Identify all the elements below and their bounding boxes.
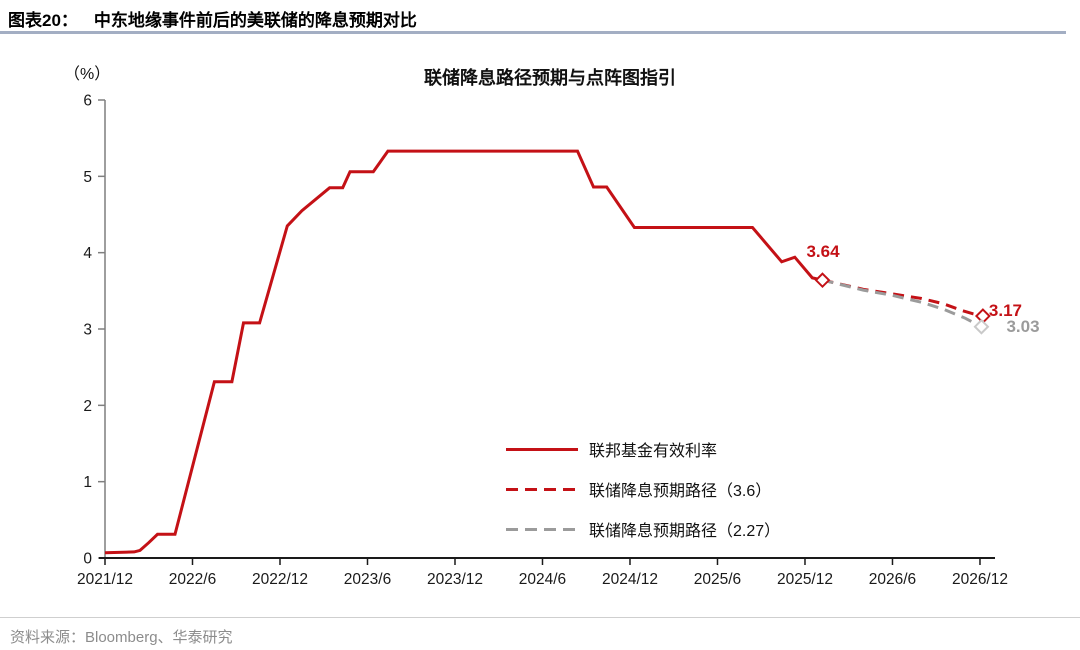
series-line-0 <box>104 149 823 555</box>
legend-label-expected-path-227: 联储降息预期路径（2.27） <box>589 523 781 540</box>
figure-number: 图表20： <box>8 11 78 30</box>
y-axis-unit-label: （%） <box>64 66 111 83</box>
y-tick-label: 3 <box>83 322 92 339</box>
legend: 联邦基金有效利率 联储降息预期路径（3.6） 联储降息预期路径（2.27） <box>506 429 780 549</box>
x-tick-label: 2023/12 <box>427 571 483 588</box>
legend-label-expected-path-36: 联储降息预期路径（3.6） <box>589 483 772 500</box>
end-marker-diamond-2 <box>973 318 990 335</box>
x-tick-label: 2023/6 <box>344 571 391 588</box>
y-tick-label: 4 <box>83 245 92 262</box>
legend-label-effr: 联邦基金有效利率 <box>589 443 718 460</box>
header-divider <box>0 31 1066 34</box>
y-tick-label: 6 <box>83 93 92 110</box>
x-tick-label: 2025/6 <box>694 571 741 588</box>
x-tick-label: 2022/12 <box>252 571 308 588</box>
x-tick-label: 2026/6 <box>869 571 916 588</box>
x-tick-label: 2025/12 <box>777 571 833 588</box>
data-label-364: 3.64 <box>806 242 840 262</box>
y-tick-label: 5 <box>83 169 92 186</box>
y-tick-label: 0 <box>83 551 92 568</box>
page-title: 中东地缘事件前后的美联储的降息预期对比 <box>93 11 417 30</box>
data-label-317: 3.17 <box>988 301 1022 321</box>
legend-item-expected-path-36: 联储降息预期路径（3.6） <box>506 469 780 509</box>
y-tick-label: 2 <box>83 398 92 415</box>
source-divider <box>0 617 1080 618</box>
chart-title: 联储降息路径预期与点阵图指引 <box>424 68 676 88</box>
source-note: 资料来源：Bloomberg、华泰研究 <box>10 629 233 646</box>
x-tick-label: 2022/6 <box>169 571 216 588</box>
end-marker-diamond-0 <box>814 272 831 289</box>
x-tick-label: 2024/12 <box>602 571 658 588</box>
legend-swatch-solid-red <box>506 447 578 451</box>
legend-item-expected-path-227: 联储降息预期路径（2.27） <box>506 509 780 549</box>
figure-header: 图表20： 中东地缘事件前后的美联储的降息预期对比 <box>8 6 417 31</box>
x-tick-label: 2024/6 <box>519 571 566 588</box>
series-line-2 <box>822 278 983 329</box>
x-tick-label: 2021/12 <box>77 571 133 588</box>
data-label-303: 3.03 <box>1006 316 1040 336</box>
legend-swatch-dashed-gray <box>506 527 578 531</box>
y-tick-label: 1 <box>83 474 92 491</box>
x-tick-label: 2026/12 <box>952 571 1008 588</box>
legend-item-effr: 联邦基金有效利率 <box>506 429 780 469</box>
legend-swatch-dashed-red <box>506 487 578 491</box>
